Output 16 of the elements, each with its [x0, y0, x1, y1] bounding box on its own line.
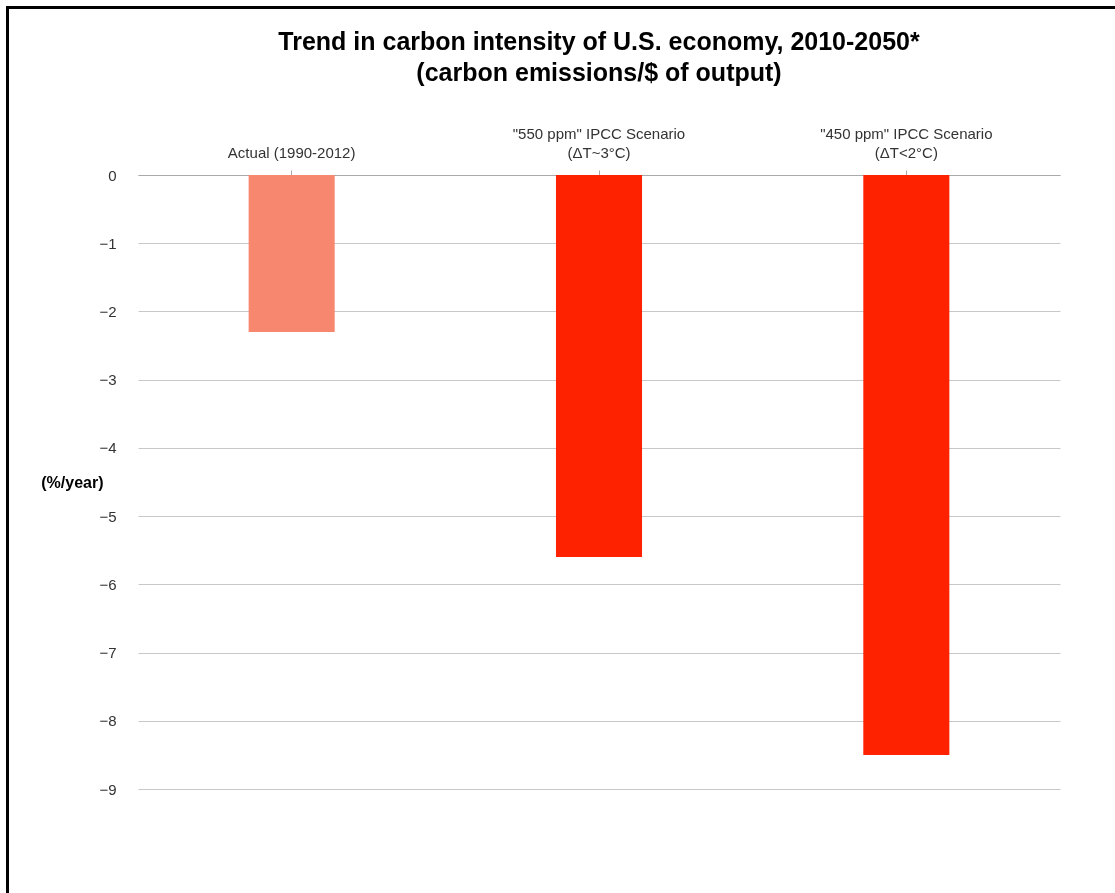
y-tick-label: −1: [99, 234, 117, 252]
y-tick-label: −6: [99, 575, 117, 593]
y-tick-label: −5: [99, 507, 117, 525]
chart-subtitle: (carbon emissions/$ of output): [416, 58, 782, 86]
x-tick-label: "450 ppm" IPCC Scenario (ΔT<2°C): [820, 124, 993, 161]
y-tick-label: −7: [99, 644, 117, 662]
y-tick-label: 0: [108, 166, 117, 184]
y-tick-label: −3: [99, 371, 117, 389]
y-tick-label: −9: [99, 780, 117, 798]
y-tick-label: −8: [99, 712, 117, 730]
x-tick-label: Actual (1990-2012): [227, 143, 356, 161]
y-tick-label: −4: [99, 439, 117, 457]
y-tick-label: −2: [99, 302, 117, 320]
x-tick-label: "550 ppm" IPCC Scenario (ΔT~3°C): [512, 124, 686, 161]
y-axis-title: (%/year): [41, 473, 104, 491]
chart-title: Trend in carbon intensity of U.S. economy, 2010-2050*: [278, 27, 920, 55]
